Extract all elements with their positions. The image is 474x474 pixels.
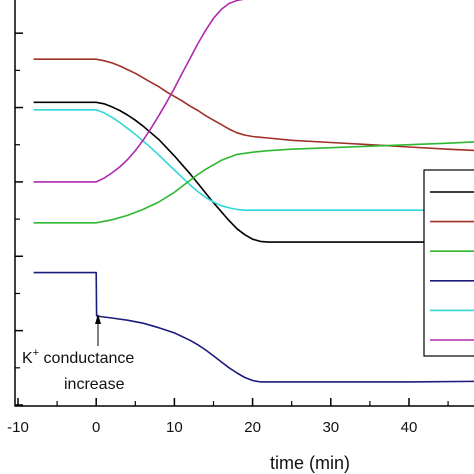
x-axis-ticks: -10 0 10 20 30 40 bbox=[7, 398, 449, 436]
annotation: K+ conductance increase bbox=[22, 314, 134, 393]
legend-items bbox=[430, 191, 474, 341]
annotation-line-2: increase bbox=[64, 376, 125, 393]
series-line-5 bbox=[33, 0, 244, 183]
legend bbox=[423, 169, 474, 357]
x-tick-label: -10 bbox=[7, 419, 29, 436]
x-tick-label: 40 bbox=[401, 419, 418, 436]
series-line-4 bbox=[33, 141, 474, 224]
annotation-line-1-rest: conductance bbox=[39, 350, 134, 367]
plot-frame bbox=[14, 0, 474, 407]
series-line-2 bbox=[33, 101, 474, 243]
series-layer bbox=[33, 0, 474, 383]
x-tick-label: 20 bbox=[244, 419, 261, 436]
annotation-superscript: + bbox=[33, 347, 39, 359]
x-tick-label: 10 bbox=[166, 419, 183, 436]
series-line-3 bbox=[33, 109, 474, 211]
annotation-arrow-head bbox=[95, 314, 101, 324]
legend-box bbox=[423, 169, 474, 357]
series-line-6 bbox=[33, 271, 474, 383]
x-tick-label: 30 bbox=[322, 419, 339, 436]
series-line-1 bbox=[33, 58, 474, 152]
annotation-line-1: K+ conductance bbox=[22, 347, 134, 367]
y-axis-ticks bbox=[15, 32, 23, 406]
x-axis-title: time (min) bbox=[270, 453, 350, 473]
x-tick-label: 0 bbox=[92, 419, 100, 436]
